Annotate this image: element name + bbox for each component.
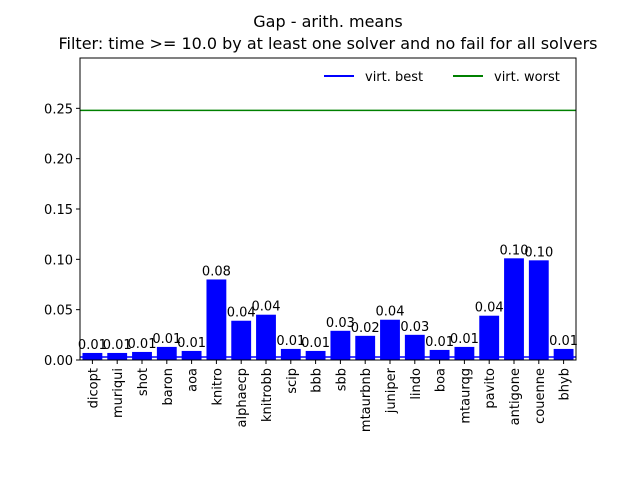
data-label: 0.03	[400, 320, 429, 335]
data-label: 0.04	[376, 305, 405, 320]
bar-pavito	[479, 315, 500, 360]
x-tick-label: pavito	[483, 368, 498, 409]
data-label: 0.10	[524, 245, 553, 260]
bar-juniper	[380, 319, 400, 360]
data-label: 0.04	[252, 300, 281, 315]
chart-title: Gap - arith. means	[253, 12, 402, 31]
data-label: 0.08	[202, 264, 231, 279]
bar-bhyb	[553, 348, 574, 360]
x-tick-label: shot	[136, 368, 151, 396]
y-tick-label: 0.15	[44, 203, 73, 218]
x-tick-label: bhyb	[558, 368, 573, 400]
bar-baron	[156, 346, 177, 360]
bar-knitro	[206, 279, 227, 360]
bar-bbb	[305, 350, 326, 360]
chart-subtitle: Filter: time >= 10.0 by at least one sol…	[58, 34, 597, 53]
data-label: 0.01	[276, 334, 305, 349]
x-tick-label: boa	[434, 368, 449, 392]
data-label: 0.03	[326, 316, 355, 331]
y-tick-label: 0.05	[44, 304, 73, 319]
x-tick-label: lindo	[409, 368, 424, 400]
x-tick-label: mtaurbnb	[359, 368, 374, 432]
x-tick-label: baron	[161, 368, 176, 405]
data-label: 0.01	[78, 338, 107, 353]
bar-mtaurqg	[454, 346, 475, 360]
plot-frame	[79, 57, 577, 361]
x-tick-label: mtaurqg	[458, 368, 473, 424]
plot-area: 0.000.050.100.150.200.250.01dicopt0.01mu…	[44, 57, 578, 432]
x-tick-label: juniper	[384, 367, 399, 414]
x-tick-label: sbb	[334, 368, 349, 391]
data-label: 0.01	[128, 337, 157, 352]
y-tick-label: 0.20	[44, 153, 73, 168]
bar-sbb	[330, 330, 351, 360]
bar-scip	[280, 348, 301, 360]
legend-label: virt. worst	[494, 70, 560, 85]
data-label: 0.01	[549, 334, 578, 349]
data-label: 0.04	[475, 301, 504, 316]
x-tick-label: couenne	[533, 368, 548, 424]
x-tick-label: scip	[285, 368, 300, 394]
bar-knitrobb	[256, 314, 276, 360]
data-label: 0.01	[103, 338, 132, 353]
y-tick-label: 0.00	[44, 354, 73, 369]
x-tick-label: antigone	[508, 368, 523, 425]
data-label: 0.04	[227, 306, 256, 321]
x-tick-label: bbb	[310, 368, 325, 393]
data-label: 0.01	[301, 336, 330, 351]
data-label: 0.01	[450, 332, 479, 347]
data-label: 0.02	[351, 321, 380, 336]
bar-boa	[429, 349, 450, 360]
bar-aoa	[181, 350, 202, 360]
bar-shot	[132, 351, 152, 360]
x-tick-label: knitro	[210, 368, 225, 406]
bar-alphaecp	[231, 320, 252, 360]
data-label: 0.01	[177, 336, 206, 351]
bar-lindo	[404, 334, 425, 360]
bar-mtaurbnb	[355, 335, 376, 360]
data-label: 0.01	[425, 335, 454, 350]
x-tick-label: dicopt	[86, 368, 101, 408]
bar-antigone	[504, 258, 524, 360]
x-tick-label: knitrobb	[260, 368, 275, 422]
data-label: 0.01	[152, 332, 181, 347]
x-tick-label: muriqui	[111, 368, 126, 418]
x-tick-label: aoa	[186, 368, 201, 392]
y-tick-label: 0.25	[44, 102, 73, 117]
data-label: 0.10	[500, 243, 529, 258]
legend-label: virt. best	[365, 70, 423, 85]
x-tick-label: alphaecp	[235, 368, 250, 427]
bar-couenne	[528, 260, 549, 360]
y-tick-label: 0.10	[44, 253, 73, 268]
